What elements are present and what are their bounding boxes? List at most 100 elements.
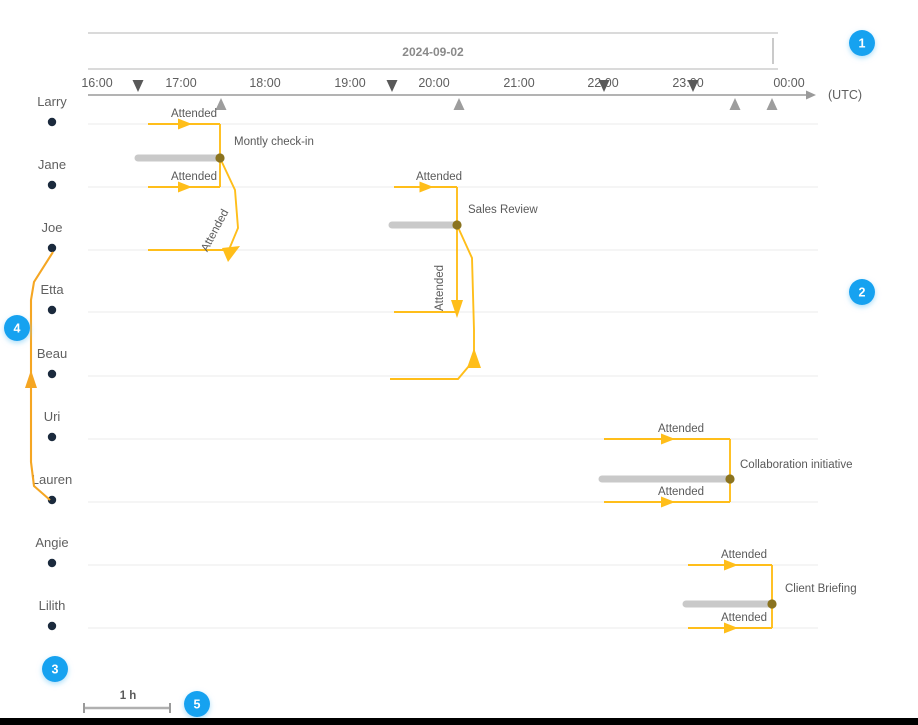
- badge-number: 4: [14, 322, 21, 336]
- person-swimlanes: Larry Jane Joe Etta Beau Uri Lauren Angie Lilith: [32, 94, 72, 631]
- person-dot-icon[interactable]: [47, 432, 57, 442]
- person-dot-icon[interactable]: [47, 180, 57, 190]
- attendance-label: Attended: [721, 612, 767, 624]
- badge-number: 5: [194, 698, 201, 712]
- badge-number: 2: [859, 286, 866, 300]
- axis-marker-up-icon: [766, 98, 778, 110]
- badge-number: 1: [859, 37, 866, 51]
- scale-bar: 1 h: [83, 690, 171, 713]
- event-endpoint-dot-icon[interactable]: [452, 220, 462, 230]
- bottom-bar: [0, 718, 918, 725]
- attendance-label: Attended: [434, 265, 446, 311]
- event-endpoint-dot-icon[interactable]: [725, 474, 735, 484]
- axis-arrow-icon: [806, 90, 816, 100]
- axis-tick-label: 23:00: [672, 76, 703, 90]
- event-cluster[interactable]: Attended Attended Collaboration initiative: [598, 423, 853, 508]
- person-label[interactable]: Beau: [37, 346, 67, 361]
- axis-marker-down-icon: [386, 80, 398, 92]
- attendance-flow-line: [456, 224, 475, 362]
- transfer-curve: [25, 251, 54, 501]
- attendance-label: Attended: [658, 486, 704, 498]
- axis-marker-down-icon: [687, 80, 699, 92]
- scale-bar-label: 1 h: [120, 690, 137, 702]
- badge-circle-icon: [849, 279, 875, 305]
- event-title[interactable]: Montly check-in: [234, 136, 314, 148]
- attendance-arrow-icon: [178, 181, 192, 193]
- person-dot-icon[interactable]: [47, 495, 57, 505]
- axis-tick-label: 20:00: [418, 76, 449, 90]
- axis-marker-down-icon: [132, 80, 144, 92]
- axis-marker-up-icon: [215, 98, 227, 110]
- person-dot-icon[interactable]: [47, 243, 57, 253]
- row-baselines: [88, 123, 818, 629]
- attendance-arrow-icon: [419, 181, 434, 193]
- person-dot-icon[interactable]: [47, 558, 57, 568]
- axis-marker-up-icon: [729, 98, 741, 110]
- axis-event-markers: [132, 80, 778, 110]
- attendance-arrow-icon: [451, 300, 463, 318]
- annotation-badge[interactable]: 5: [184, 691, 210, 717]
- axis-unit-label: (UTC): [828, 88, 862, 102]
- axis-tick-labels: 16:0017:0018:0019:0020:0021:0022:0023:00…: [81, 76, 804, 90]
- attendance-flow-line: [390, 359, 475, 380]
- attendance-arrow-icon: [178, 118, 192, 130]
- attendance-arrow-icon: [222, 246, 240, 262]
- event-title[interactable]: Sales Review: [468, 204, 538, 216]
- person-label[interactable]: Joe: [42, 220, 63, 235]
- attendance-flow-line: [219, 157, 239, 253]
- person-dot-icon[interactable]: [47, 305, 57, 315]
- attendance-arrow-icon: [724, 559, 738, 571]
- event-endpoint-dot-icon[interactable]: [767, 599, 777, 609]
- attendance-arrow-icon: [661, 496, 675, 508]
- axis-tick-label: 19:00: [334, 76, 365, 90]
- person-label[interactable]: Etta: [40, 282, 64, 297]
- attendance-arrow-icon: [661, 433, 675, 445]
- person-dot-icon[interactable]: [47, 117, 57, 127]
- attendance-label: Attended: [199, 207, 231, 253]
- attendance-label: Attended: [721, 549, 767, 561]
- axis-tick-label: 00:00: [773, 76, 804, 90]
- person-dot-icon[interactable]: [47, 369, 57, 379]
- person-label[interactable]: Lauren: [32, 472, 72, 487]
- axis-tick-label: 16:00: [81, 76, 112, 90]
- event-cluster[interactable]: Attended Attended Client Briefing: [682, 549, 857, 634]
- attendance-label: Attended: [416, 171, 462, 183]
- badge-number: 3: [52, 663, 59, 677]
- attendance-label: Attended: [658, 423, 704, 435]
- person-dot-icon[interactable]: [47, 621, 57, 631]
- person-label[interactable]: Larry: [37, 94, 67, 109]
- axis-tick-label: 18:00: [249, 76, 280, 90]
- badge-circle-icon: [4, 315, 30, 341]
- person-label[interactable]: Lilith: [39, 598, 66, 613]
- date-label: 2024-09-02: [402, 45, 464, 59]
- event-cluster[interactable]: Attended Attended Attended Montly check-in: [134, 108, 314, 262]
- person-label[interactable]: Angie: [35, 535, 68, 550]
- person-label[interactable]: Uri: [44, 409, 61, 424]
- time-axis: (UTC): [88, 88, 862, 102]
- axis-tick-label: 21:00: [503, 76, 534, 90]
- person-label[interactable]: Jane: [38, 157, 66, 172]
- axis-tick-label: 17:00: [165, 76, 196, 90]
- badge-circle-icon: [184, 691, 210, 717]
- badge-circle-icon: [42, 656, 68, 682]
- event-endpoint-dot-icon[interactable]: [215, 153, 225, 163]
- annotation-badge[interactable]: 1: [849, 30, 875, 56]
- annotation-badge[interactable]: 4: [4, 315, 30, 341]
- attendance-arrow-icon: [724, 622, 738, 634]
- attendance-label: Attended: [171, 171, 217, 183]
- badge-circle-icon: [849, 30, 875, 56]
- axis-marker-up-icon: [453, 98, 465, 110]
- event-title[interactable]: Collaboration initiative: [740, 459, 853, 471]
- attendance-label: Attended: [171, 108, 217, 120]
- axis-marker-down-icon: [598, 80, 610, 92]
- event-cluster[interactable]: Attended Attended Sales Review: [388, 171, 538, 380]
- event-title[interactable]: Client Briefing: [785, 583, 857, 595]
- annotation-badge[interactable]: 2: [849, 279, 875, 305]
- annotation-badge[interactable]: 3: [42, 656, 68, 682]
- transfer-curve-arrow-icon: [25, 370, 37, 388]
- date-header: 2024-09-02: [88, 32, 778, 70]
- annotation-badges: 1 2 3 4 5: [4, 30, 875, 717]
